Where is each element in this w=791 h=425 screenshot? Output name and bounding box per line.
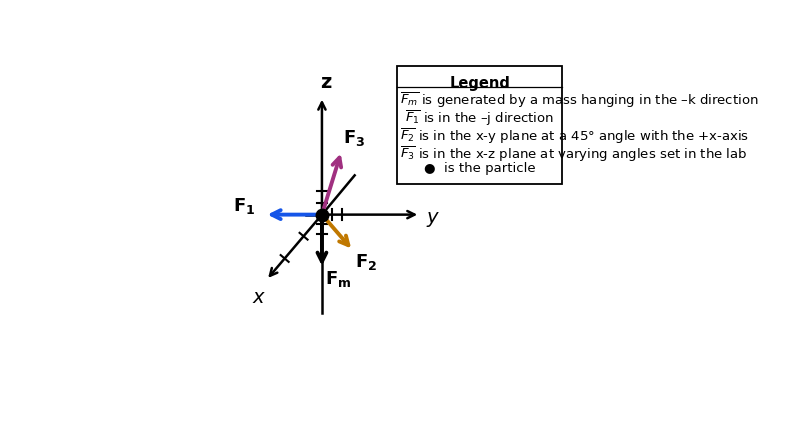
Text: $\mathbf{F}_\mathbf{m}$: $\mathbf{F}_\mathbf{m}$	[324, 269, 351, 289]
Text: y: y	[426, 208, 437, 227]
FancyBboxPatch shape	[397, 66, 562, 184]
Text: ●  is the particle: ● is the particle	[424, 162, 536, 175]
Text: $\mathbf{F}_\mathbf{3}$: $\mathbf{F}_\mathbf{3}$	[343, 128, 365, 148]
Text: $\mathbf{F}_\mathbf{2}$: $\mathbf{F}_\mathbf{2}$	[354, 252, 377, 272]
Text: $\overline{F_1}$ is in the –j direction: $\overline{F_1}$ is in the –j direction	[405, 108, 554, 128]
Text: $\overline{F_2}$ is in the x-y plane at a 45° angle with the +x-axis: $\overline{F_2}$ is in the x-y plane at …	[399, 126, 749, 145]
Text: $\overline{F_m}$ is generated by a mass hanging in the –k direction: $\overline{F_m}$ is generated by a mass …	[399, 90, 759, 110]
Text: Legend: Legend	[449, 76, 510, 91]
Text: $\overline{F_3}$ is in the x-z plane at varying angles set in the lab: $\overline{F_3}$ is in the x-z plane at …	[399, 144, 747, 164]
Text: z: z	[320, 73, 331, 92]
Text: x: x	[252, 288, 264, 307]
Text: $\mathbf{F}_\mathbf{1}$: $\mathbf{F}_\mathbf{1}$	[233, 196, 255, 216]
